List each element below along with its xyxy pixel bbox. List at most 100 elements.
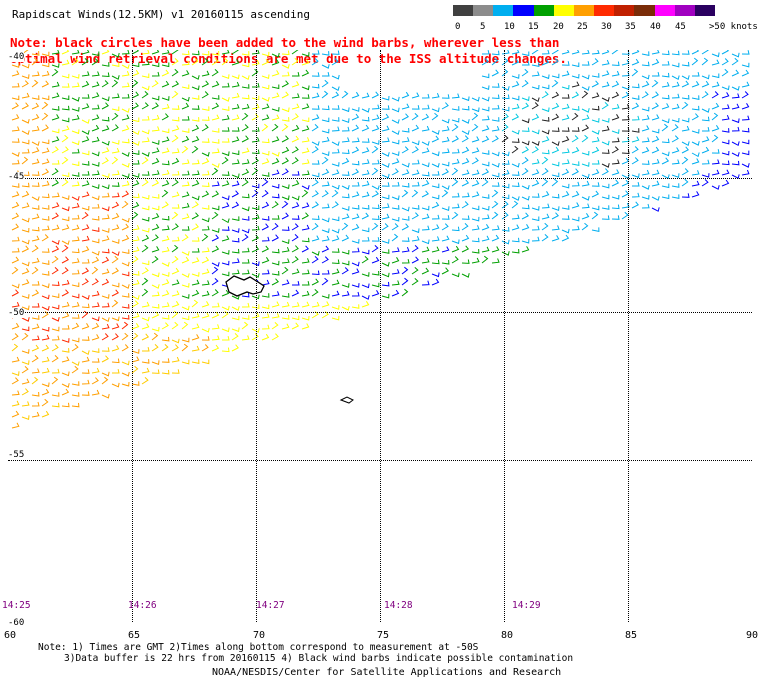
wind-barb [321, 269, 330, 275]
wind-barb [61, 301, 70, 308]
wind-barb [331, 315, 340, 321]
wind-barb [181, 202, 190, 209]
wind-barb [591, 169, 600, 176]
wind-barb [331, 216, 340, 222]
wind-barb [91, 227, 100, 233]
wind-barb [51, 326, 60, 332]
wind-barb [201, 312, 210, 319]
wind-barb [221, 202, 230, 209]
wind-barb [311, 235, 320, 242]
wind-barb [391, 151, 400, 156]
wind-barb [121, 360, 130, 366]
wind-barb [651, 207, 660, 212]
wind-barb [131, 201, 140, 209]
wind-barb [411, 169, 420, 176]
wind-barb [271, 169, 280, 176]
wind-barb [51, 335, 60, 341]
wind-barb [171, 279, 180, 286]
wind-barb [291, 93, 300, 99]
wind-barb [131, 102, 139, 110]
wind-barb [351, 181, 360, 187]
wind-barb [511, 138, 520, 143]
wind-barb [421, 93, 430, 99]
wind-barb [281, 135, 289, 143]
wind-barb [371, 91, 380, 99]
wind-barb [131, 356, 140, 363]
wind-barb [171, 116, 180, 122]
wind-barb [581, 114, 590, 121]
wind-barb [91, 51, 100, 57]
wind-barb [361, 295, 370, 300]
wind-barb [81, 379, 90, 385]
wind-barb [581, 203, 590, 209]
wind-barb [201, 290, 210, 297]
wind-barb [311, 190, 319, 198]
wind-barb [151, 157, 160, 165]
wind-barb [661, 118, 670, 124]
wind-barb [221, 151, 230, 157]
wind-barb [731, 57, 739, 66]
wind-barb [331, 162, 340, 167]
wind-barb [81, 180, 90, 187]
wind-barb [661, 72, 670, 78]
wind-barb [21, 388, 29, 396]
wind-barb [311, 83, 320, 89]
wind-barb [221, 260, 230, 266]
wind-barb [211, 114, 220, 121]
wind-barb [71, 202, 80, 209]
wind-barb [101, 302, 110, 308]
wind-barb [291, 180, 300, 187]
wind-barb [81, 191, 90, 198]
wind-barb [11, 356, 20, 363]
wind-barb [81, 80, 90, 88]
wind-barb [111, 345, 120, 352]
wind-barb [611, 159, 620, 165]
wind-barb [261, 114, 270, 121]
wind-barb [31, 126, 40, 132]
wind-barb [191, 201, 199, 209]
wind-barb [491, 69, 499, 77]
wind-barb [161, 160, 170, 166]
scale-swatch [513, 5, 535, 16]
wind-barb [251, 205, 260, 211]
wind-barb [241, 206, 250, 212]
wind-barb [41, 260, 50, 266]
wind-barb [91, 58, 99, 66]
wind-barb [281, 301, 290, 308]
wind-barb [321, 190, 329, 198]
wind-barb [41, 139, 50, 145]
wind-barb [421, 180, 430, 187]
wind-barb [701, 80, 710, 88]
wind-barb [651, 180, 660, 187]
wind-barb [481, 150, 490, 155]
scale-label: 5 [480, 22, 486, 32]
wind-barb [351, 113, 360, 121]
wind-barb [711, 91, 719, 99]
wind-barb [311, 124, 319, 132]
wind-barb [491, 172, 500, 178]
wind-barb [581, 134, 589, 143]
wind-barb [661, 94, 670, 100]
wind-barb [561, 148, 570, 154]
wind-barb [551, 91, 560, 99]
wind-barb [281, 64, 290, 69]
wind-barb [381, 272, 390, 278]
wind-barb [271, 201, 279, 209]
wind-barb [521, 184, 530, 190]
wind-barb [171, 80, 180, 88]
wind-barb [451, 245, 460, 253]
wind-barb [271, 291, 280, 297]
wind-barb [541, 107, 550, 113]
wind-barb [71, 74, 80, 79]
wind-barb [191, 75, 200, 80]
wind-barb [91, 348, 100, 354]
wind-barb [441, 189, 449, 198]
wind-barb [421, 162, 430, 168]
wind-barb [351, 124, 360, 132]
wind-barb [251, 95, 260, 101]
wind-barb [571, 181, 580, 187]
wind-barb [461, 179, 470, 187]
wind-barb [161, 344, 169, 352]
wind-barb [181, 305, 190, 311]
latitude-label: -50 [8, 308, 25, 318]
